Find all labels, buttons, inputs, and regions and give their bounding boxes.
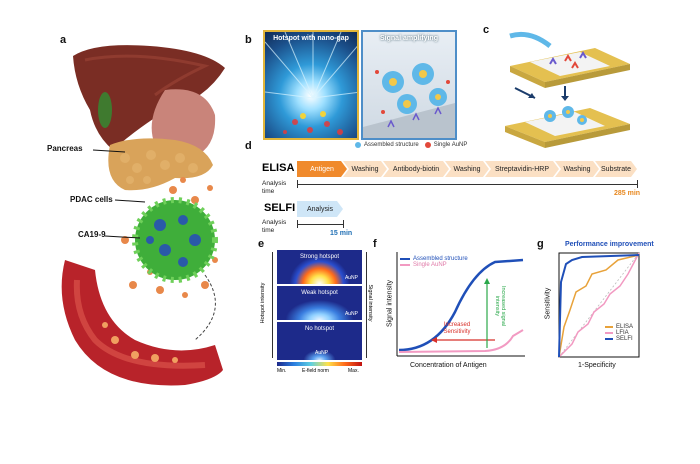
elisa-step-washing-3: Washing [555,161,599,177]
f-xlabel: Concentration of Antigen [410,362,487,369]
g-legend-selfi: SELFI [605,336,633,342]
liver-shape [73,45,225,150]
selfi-time-value: 15 min [330,230,353,237]
colorbar-max: Max. [348,368,359,374]
selfi-steps: Analysis [297,201,343,217]
label-ca199: CA19-9 [78,230,106,239]
label-weak-hotspot: Weak hotspot [301,290,338,296]
panel-label-b: b [245,34,252,46]
e-y-left-label: Hotspot intensity [260,282,266,324]
weak-hotspot-map [277,286,362,320]
elisa-time-value: 285 min [614,190,641,197]
swatch-elisa [605,326,613,328]
label-pdac-cells: PDAC cells [70,195,113,204]
g-legend: ELISA LFIA SELFI [605,324,633,342]
f-legend-single: Single AuNP [400,262,468,268]
elisa-step-washing-2: Washing [445,161,489,177]
g-legend-elisa: ELISA [605,324,633,330]
selfi-time-bar-start [297,220,298,228]
g-legend-lfia: LFIA [605,330,633,336]
label-pancreas: Pancreas [47,144,83,153]
divider-2 [277,320,362,322]
elisa-label: ELISA [262,162,295,174]
f-legend-assembled: Assembled structure [400,256,468,262]
divider-1 [277,284,362,286]
panel-label-g: g [537,238,544,250]
swatch-lfia [605,332,613,334]
elisa-time-bar-start [297,180,298,188]
e-left-axis-arrow [272,252,273,358]
signal-title: Signal amplifying [380,35,438,42]
elisa-step-washing-1: Washing [343,161,387,177]
panel-label-f: f [373,238,377,250]
signal-amplifying-image: Signal amplifying [361,30,457,140]
roc-elisa [558,254,640,358]
elisa-time-bar [297,184,637,185]
g-ylabel: Sensitivity [544,287,552,320]
roc-diagonal [558,252,640,358]
pdac-cell [135,200,215,280]
curve-single [398,329,524,353]
line-swatch-pink [400,264,410,266]
panel-label-a: a [60,34,67,46]
swatch-selfi [605,338,613,340]
elisa-time-bar-end [637,180,638,188]
f-ylabel: Signal intensity [386,279,394,328]
panel-label-c: c [483,24,490,36]
label-aunp-3: AuNP [315,350,329,356]
roc-lfia [558,252,640,358]
selfi-step-analysis: Analysis [297,201,343,217]
strong-hotspot-map [277,250,362,284]
assembled-structure-icon [355,142,361,148]
no-hotspot-map [277,322,362,360]
hotspot-title: Hotspot with nano-gap [273,35,349,42]
f-legend: Assembled structure Single AuNP [400,256,468,268]
curve-assembled [398,258,524,352]
sensitivity-plot [396,252,525,357]
colorbar-min: Min. [277,368,287,374]
line-swatch-blue [400,258,410,260]
panel-b-legend: Assembled structure Single AuNP [355,142,467,148]
test-strip-illustration [505,31,630,148]
selfi-label: SELFI [264,202,296,214]
gallbladder-shape [98,92,112,128]
label-strong-hotspot: Strong hotspot [299,254,340,260]
single-aunp-icon [424,142,431,148]
legend-assembled: Assembled structure [355,142,419,148]
elisa-step-substrate: Substrate [595,161,637,177]
elisa-step-antigen: Antigen [297,161,347,177]
blood-vessel [61,260,223,386]
g-title: Performance improvement [565,241,654,248]
e-right-axis-arrow [366,252,367,358]
arrow-green-head [484,278,490,284]
hotspot-image: Hotspot with nano-gap [263,30,359,140]
panel-label-e: e [258,238,265,250]
e-field-maps: Strong hotspot Weak hotspot No hotspot A… [277,250,362,360]
selfi-analysis-time-label: Analysis time [262,219,287,234]
selfi-time-bar [297,224,343,225]
f-arrow-green-label: Increased signal intensity [494,285,506,327]
roc-selfi [558,254,640,358]
arrow-red-head [431,337,437,343]
anatomy-illustration [61,45,225,386]
label-aunp-1: AuNP [344,275,358,281]
roc-plot [558,252,640,358]
e-colorbar [277,362,362,366]
elisa-steps: Antigen Washing Antibody-biotin Washing … [297,161,637,177]
panel-label-d: d [245,140,252,152]
colorbar-mid: E-field norm [302,368,329,374]
legend-single: Single AuNP [424,142,467,148]
e-y-right-label: Signal intensity [367,284,373,322]
f-arrow-red-label: Increased Sensitivity [443,322,471,335]
label-aunp-2: AuNP [344,311,358,317]
selfi-time-bar-end [343,220,344,228]
label-no-hotspot: No hotspot [304,326,335,332]
elisa-analysis-time-label: Analysis time [262,180,287,195]
elisa-step-streptavidin: Streptavidin-HRP [485,161,559,177]
elisa-step-antibody-biotin: Antibody-biotin [383,161,449,177]
g-xlabel: 1-Specificity [578,362,616,369]
